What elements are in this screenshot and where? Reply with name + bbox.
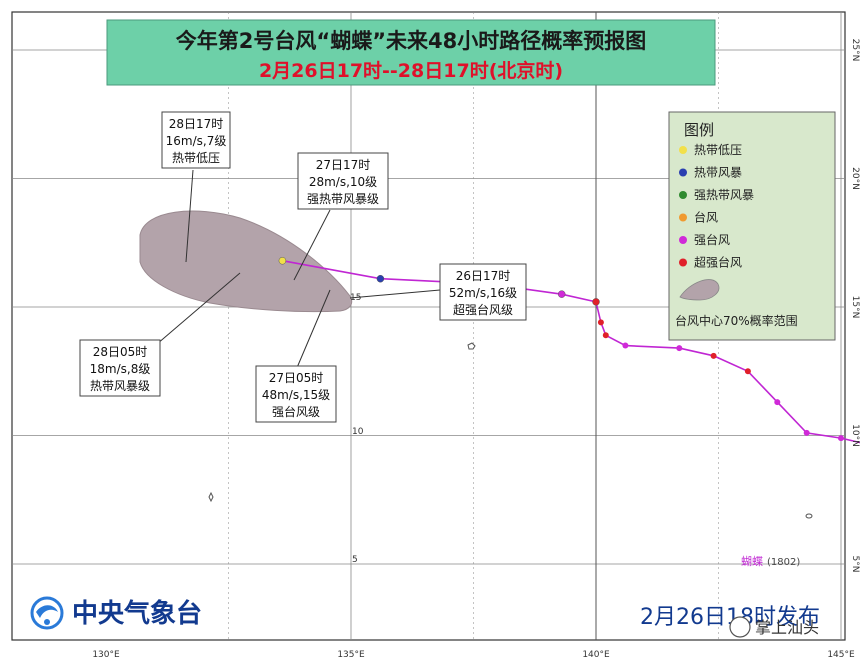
lon-tick-label: 135°E	[337, 650, 365, 660]
callout-28-17: 28日17时 16m/s,7级 热带低压	[161, 111, 231, 169]
lat-tick-label: 15°N	[850, 296, 860, 319]
observed-track-point	[597, 319, 604, 326]
leader-27-05	[295, 289, 331, 371]
legend-item-label: 热带风暴	[694, 166, 742, 180]
callout-wind: 52m/s,16级	[449, 286, 517, 300]
lat-tick-label: 10°N	[850, 424, 860, 447]
watermark-text: 掌上汕头	[755, 618, 819, 637]
callout-wind: 16m/s,7级	[166, 134, 227, 148]
legend-item-label: 强热带风暴	[694, 188, 754, 202]
callout-27-05: 27日05时 48m/s,15级 强台风级	[255, 365, 337, 423]
lat-tick-label: 25°N	[850, 39, 860, 62]
callout-wind: 48m/s,15级	[262, 388, 330, 402]
legend-cone-icon	[679, 279, 720, 301]
callout-time: 27日17时	[316, 158, 371, 172]
leader-27-17	[293, 209, 331, 281]
legend-dot-icon	[679, 258, 687, 267]
callout-time: 28日05时	[93, 345, 148, 359]
legend-item-label: 强台风	[694, 232, 730, 247]
observed-track-point	[774, 399, 781, 406]
legend-box	[668, 111, 836, 341]
islands	[208, 342, 813, 519]
legend-title: 图例	[684, 121, 714, 139]
title-line2: 2月26日17时--28日17时(北京时)	[259, 59, 563, 82]
legend-dot-icon	[679, 146, 687, 154]
island-3	[805, 513, 813, 519]
forecast-track-point	[592, 298, 600, 306]
legend-dot-icon	[679, 168, 687, 177]
leader-28-05	[149, 272, 241, 351]
forecast-track-point	[278, 256, 287, 265]
lat-tick-label: 20°N	[850, 167, 860, 190]
callout-leaders	[149, 169, 441, 371]
agency-name: 中央气象台	[72, 598, 202, 629]
lat-tick-label: 5°N	[850, 556, 860, 573]
observed-track-point	[710, 352, 717, 359]
callout-grade: 热带低压	[172, 151, 220, 165]
observed-track-point	[803, 429, 810, 436]
callout-26-17: 26日17时 52m/s,16级 超强台风级	[439, 263, 527, 321]
legend-item-label: 台风	[694, 210, 718, 225]
tick-labels: 130°E135°E140°E145°E150°E155°E5°N10°N15°…	[92, 39, 860, 660]
lon-tick-label: 145°E	[827, 650, 855, 660]
callout-grade: 热带风暴级	[90, 379, 150, 393]
legend-cone-label: 台风中心70%概率范围	[675, 313, 798, 328]
inner-lat-label: 15	[350, 293, 361, 303]
island-1	[467, 342, 476, 350]
callout-27-17: 27日17时 28m/s,10级 强热带风暴级	[297, 152, 389, 210]
leader-26-17	[349, 289, 441, 299]
callout-grade: 超强台风级	[453, 302, 513, 317]
legend-item-label: 超强台风	[694, 255, 742, 270]
leader-28-17	[185, 169, 194, 263]
callout-wind: 28m/s,10级	[309, 175, 377, 189]
observed-track-point	[744, 368, 751, 375]
forecast-track-point	[557, 290, 566, 298]
callout-time: 28日17时	[169, 117, 224, 131]
inner-lat-label: 5	[352, 555, 358, 565]
observed-track-point	[622, 342, 629, 349]
callout-grade: 强台风级	[272, 404, 320, 419]
legend-dot-icon	[679, 191, 687, 199]
legend-dot-icon	[679, 236, 687, 244]
cma-logo-icon	[30, 596, 64, 630]
typhoon-code: (1802)	[767, 557, 800, 568]
callout-time: 27日05时	[269, 371, 324, 385]
legend-item-label: 热带低压	[694, 143, 742, 157]
lon-tick-label: 140°E	[582, 650, 610, 660]
probability-cone	[139, 210, 353, 313]
typhoon-name: 蝴蝶	[741, 554, 763, 568]
title-line1: 今年第2号台风“蝴蝶”未来48小时路径概率预报图	[176, 29, 646, 53]
island-2	[208, 491, 214, 503]
observed-track-point	[838, 435, 844, 442]
callout-time: 26日17时	[456, 269, 511, 283]
callout-grade: 强热带风暴级	[307, 192, 379, 206]
observed-track-point	[676, 345, 683, 352]
watermark: 掌上汕头	[729, 616, 819, 638]
title-box	[106, 19, 716, 86]
forecast-track-point	[376, 274, 385, 283]
lon-tick-label: 130°E	[92, 650, 120, 660]
observed-track-point	[602, 332, 609, 339]
legend-dot-icon	[679, 213, 687, 222]
callout-wind: 18m/s,8级	[90, 362, 151, 376]
inner-lat-label: 10	[352, 427, 364, 437]
callout-28-05: 28日05时 18m/s,8级 热带风暴级	[79, 339, 161, 397]
